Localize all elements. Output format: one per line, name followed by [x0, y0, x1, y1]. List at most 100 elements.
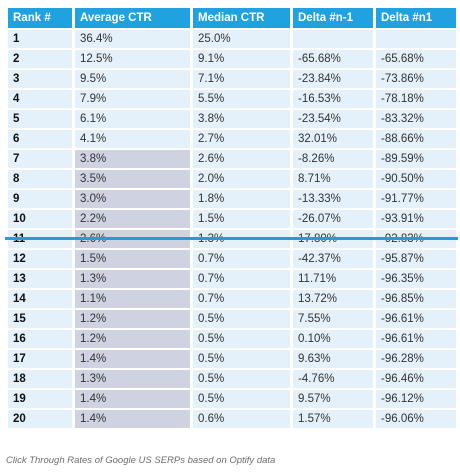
median-ctr-cell: 2.7%	[193, 130, 290, 148]
delta-prev-cell: -65.68%	[293, 50, 373, 68]
delta-prev-cell: -13.33%	[293, 190, 373, 208]
median-ctr-cell: 1.5%	[193, 210, 290, 228]
median-ctr-cell: 0.5%	[193, 330, 290, 348]
average-ctr-value: 1.3%	[80, 273, 107, 285]
average-ctr-value: 7.9%	[80, 93, 107, 105]
average-ctr-highlight	[75, 310, 190, 328]
average-ctr-cell: 1.3%	[75, 370, 190, 388]
delta-first-cell: -83.32%	[376, 110, 456, 128]
delta-prev-cell: -23.54%	[293, 110, 373, 128]
average-ctr-highlight	[75, 330, 190, 348]
delta-first-cell: -88.66%	[376, 130, 456, 148]
table-row: 19 1.4% 0.5% 9.57% -96.12%	[8, 390, 456, 408]
average-ctr-value: 1.5%	[80, 253, 107, 265]
average-ctr-highlight	[75, 350, 190, 368]
average-ctr-value: 6.1%	[80, 113, 107, 125]
delta-prev-cell: 8.71%	[293, 170, 373, 188]
average-ctr-cell: 3.5%	[75, 170, 190, 188]
rank-cell: 4	[8, 90, 72, 108]
rank-cell: 19	[8, 390, 72, 408]
delta-prev-cell: 0.10%	[293, 330, 373, 348]
delta-prev-cell: 32.01%	[293, 130, 373, 148]
delta-prev-cell: 11.71%	[293, 270, 373, 288]
average-ctr-cell: 3.8%	[75, 150, 190, 168]
median-ctr-cell: 2.6%	[193, 150, 290, 168]
delta-prev-cell	[293, 30, 373, 48]
table-row: 6 4.1% 2.7% 32.01% -88.66%	[8, 130, 456, 148]
table-row: 13 1.3% 0.7% 11.71% -96.35%	[8, 270, 456, 288]
delta-first-cell: -65.68%	[376, 50, 456, 68]
table-row: 20 1.4% 0.6% 1.57% -96.06%	[8, 410, 456, 428]
average-ctr-value: 3.8%	[80, 153, 107, 165]
delta-first-cell: -96.06%	[376, 410, 456, 428]
average-ctr-cell: 1.2%	[75, 330, 190, 348]
delta-first-cell: -95.87%	[376, 250, 456, 268]
rank-cell: 12	[8, 250, 72, 268]
table-row: 5 6.1% 3.8% -23.54% -83.32%	[8, 110, 456, 128]
median-ctr-cell: 0.5%	[193, 390, 290, 408]
average-ctr-highlight	[75, 410, 190, 428]
header-median-ctr: Median CTR	[193, 8, 290, 28]
average-ctr-highlight	[75, 190, 190, 208]
median-ctr-cell: 0.6%	[193, 410, 290, 428]
table-row: 3 9.5% 7.1% -23.84% -73.86%	[8, 70, 456, 88]
median-ctr-cell: 0.7%	[193, 290, 290, 308]
delta-prev-cell: -23.84%	[293, 70, 373, 88]
delta-first-cell	[376, 30, 456, 48]
table-row: 15 1.2% 0.5% 7.55% -96.61%	[8, 310, 456, 328]
average-ctr-cell: 1.5%	[75, 250, 190, 268]
average-ctr-cell: 1.2%	[75, 310, 190, 328]
median-ctr-cell: 1.8%	[193, 190, 290, 208]
delta-first-cell: -90.50%	[376, 170, 456, 188]
delta-first-cell: -96.46%	[376, 370, 456, 388]
average-ctr-highlight	[75, 250, 190, 268]
median-ctr-cell: 7.1%	[193, 70, 290, 88]
delta-prev-cell: -16.53%	[293, 90, 373, 108]
average-ctr-value: 1.2%	[80, 333, 107, 345]
rank-cell: 3	[8, 70, 72, 88]
delta-prev-cell: 1.57%	[293, 410, 373, 428]
delta-prev-cell: 7.55%	[293, 310, 373, 328]
average-ctr-highlight	[75, 270, 190, 288]
average-ctr-cell: 12.5%	[75, 50, 190, 68]
average-ctr-value: 1.3%	[80, 373, 107, 385]
rank-cell: 18	[8, 370, 72, 388]
median-ctr-cell: 25.0%	[193, 30, 290, 48]
ctr-table: Rank # Average CTR Median CTR Delta #n-1…	[5, 6, 459, 430]
rank-cell: 6	[8, 130, 72, 148]
rank-cell: 5	[8, 110, 72, 128]
table-row: 12 1.5% 0.7% -42.37% -95.87%	[8, 250, 456, 268]
rank-cell: 7	[8, 150, 72, 168]
delta-prev-cell: -4.76%	[293, 370, 373, 388]
delta-first-cell: -96.28%	[376, 350, 456, 368]
header-delta-prev: Delta #n-1	[293, 8, 373, 28]
header-row: Rank # Average CTR Median CTR Delta #n-1…	[8, 8, 456, 28]
median-ctr-cell: 5.5%	[193, 90, 290, 108]
average-ctr-cell: 1.4%	[75, 410, 190, 428]
delta-first-cell: -96.85%	[376, 290, 456, 308]
table-row: 17 1.4% 0.5% 9.63% -96.28%	[8, 350, 456, 368]
median-ctr-cell: 0.5%	[193, 310, 290, 328]
table-row: 9 3.0% 1.8% -13.33% -91.77%	[8, 190, 456, 208]
average-ctr-cell: 4.1%	[75, 130, 190, 148]
header-rank: Rank #	[8, 8, 72, 28]
average-ctr-highlight	[75, 370, 190, 388]
table-row: 8 3.5% 2.0% 8.71% -90.50%	[8, 170, 456, 188]
average-ctr-value: 1.1%	[80, 293, 107, 305]
delta-first-cell: -96.61%	[376, 330, 456, 348]
table-row: 1 36.4% 25.0%	[8, 30, 456, 48]
average-ctr-cell: 3.0%	[75, 190, 190, 208]
delta-first-cell: -93.91%	[376, 210, 456, 228]
delta-first-cell: -91.77%	[376, 190, 456, 208]
delta-first-cell: -89.59%	[376, 150, 456, 168]
rank-cell: 14	[8, 290, 72, 308]
table-row: 18 1.3% 0.5% -4.76% -96.46%	[8, 370, 456, 388]
average-ctr-value: 1.4%	[80, 413, 107, 425]
average-ctr-cell: 1.1%	[75, 290, 190, 308]
header-delta-first: Delta #n1	[376, 8, 456, 28]
median-ctr-cell: 9.1%	[193, 50, 290, 68]
table-row: 4 7.9% 5.5% -16.53% -78.18%	[8, 90, 456, 108]
rank-cell: 20	[8, 410, 72, 428]
average-ctr-cell: 7.9%	[75, 90, 190, 108]
table-row: 16 1.2% 0.5% 0.10% -96.61%	[8, 330, 456, 348]
